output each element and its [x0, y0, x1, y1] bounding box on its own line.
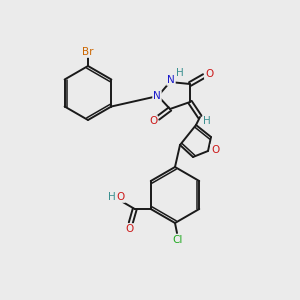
Text: O: O: [211, 145, 219, 155]
Text: H: H: [176, 68, 184, 78]
Text: N: N: [167, 75, 175, 85]
Text: O: O: [205, 69, 213, 79]
Text: O: O: [117, 192, 125, 202]
Text: Br: Br: [82, 47, 94, 57]
Text: O: O: [126, 224, 134, 234]
Text: Cl: Cl: [173, 235, 183, 245]
Text: O: O: [149, 116, 157, 126]
Text: N: N: [153, 91, 161, 101]
Text: H: H: [203, 116, 211, 126]
Text: H: H: [108, 192, 116, 202]
